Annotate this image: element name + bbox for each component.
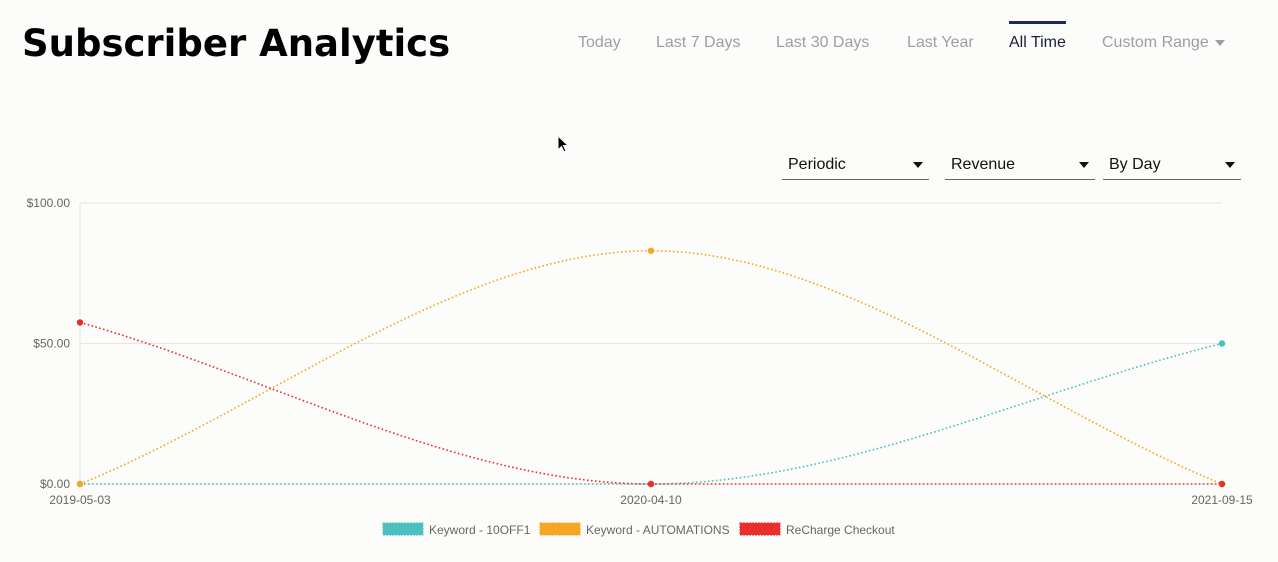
tab-last-7-days[interactable]: Last 7 Days	[656, 34, 741, 51]
data-point	[76, 480, 84, 488]
tab-today[interactable]: Today	[578, 34, 621, 51]
x-tick-label: 2019-05-03	[49, 493, 111, 507]
legend-label: Keyword - AUTOMATIONS	[586, 523, 730, 537]
dropdown-arrow-icon	[1225, 162, 1235, 168]
grouping-select[interactable]: By Day	[1103, 150, 1241, 180]
dropdown-arrow-icon	[913, 162, 923, 168]
series-line	[79, 342, 1223, 485]
metric-select[interactable]: Revenue	[945, 150, 1095, 180]
legend-swatch	[382, 522, 424, 536]
date-range-tabs: Today Last 7 Days Last 30 Days Last Year…	[0, 21, 1278, 62]
dropdown-arrow-icon	[1079, 162, 1089, 168]
y-tick-label: $0.00	[40, 477, 70, 491]
data-point	[647, 247, 655, 254]
mode-select-value: Periodic	[788, 156, 846, 173]
tab-all-time[interactable]: All Time	[1009, 21, 1066, 51]
data-point	[1218, 480, 1226, 488]
mouse-cursor-icon	[557, 135, 570, 153]
data-point	[647, 480, 655, 488]
series-line	[79, 249, 1223, 485]
x-tick-label: 2021-09-15	[1191, 493, 1253, 507]
caret-down-icon	[1214, 39, 1225, 46]
metric-select-value: Revenue	[951, 156, 1016, 173]
tab-custom-range[interactable]: Custom Range	[1102, 34, 1225, 52]
mode-select[interactable]: Periodic	[782, 150, 929, 180]
legend-label: ReCharge Checkout	[786, 523, 895, 537]
grouping-select-value: By Day	[1109, 156, 1161, 173]
x-tick-label: 2020-04-10	[620, 493, 682, 507]
data-point	[1218, 340, 1226, 347]
data-point	[647, 480, 655, 488]
y-tick-label: $100.00	[27, 196, 71, 210]
data-point	[1218, 480, 1226, 488]
series-line	[79, 321, 1222, 485]
data-point	[76, 480, 84, 488]
page-title: Subscriber Analytics	[22, 22, 451, 65]
legend-swatch	[539, 522, 581, 536]
tab-last-30-days[interactable]: Last 30 Days	[776, 34, 870, 51]
y-tick-label: $50.00	[33, 337, 70, 351]
legend-label: Keyword - 10OFF1	[429, 523, 531, 537]
legend-swatch	[739, 522, 781, 536]
data-point	[76, 319, 84, 326]
tab-custom-range-label: Custom Range	[1102, 34, 1209, 51]
tab-last-year[interactable]: Last Year	[907, 34, 974, 51]
